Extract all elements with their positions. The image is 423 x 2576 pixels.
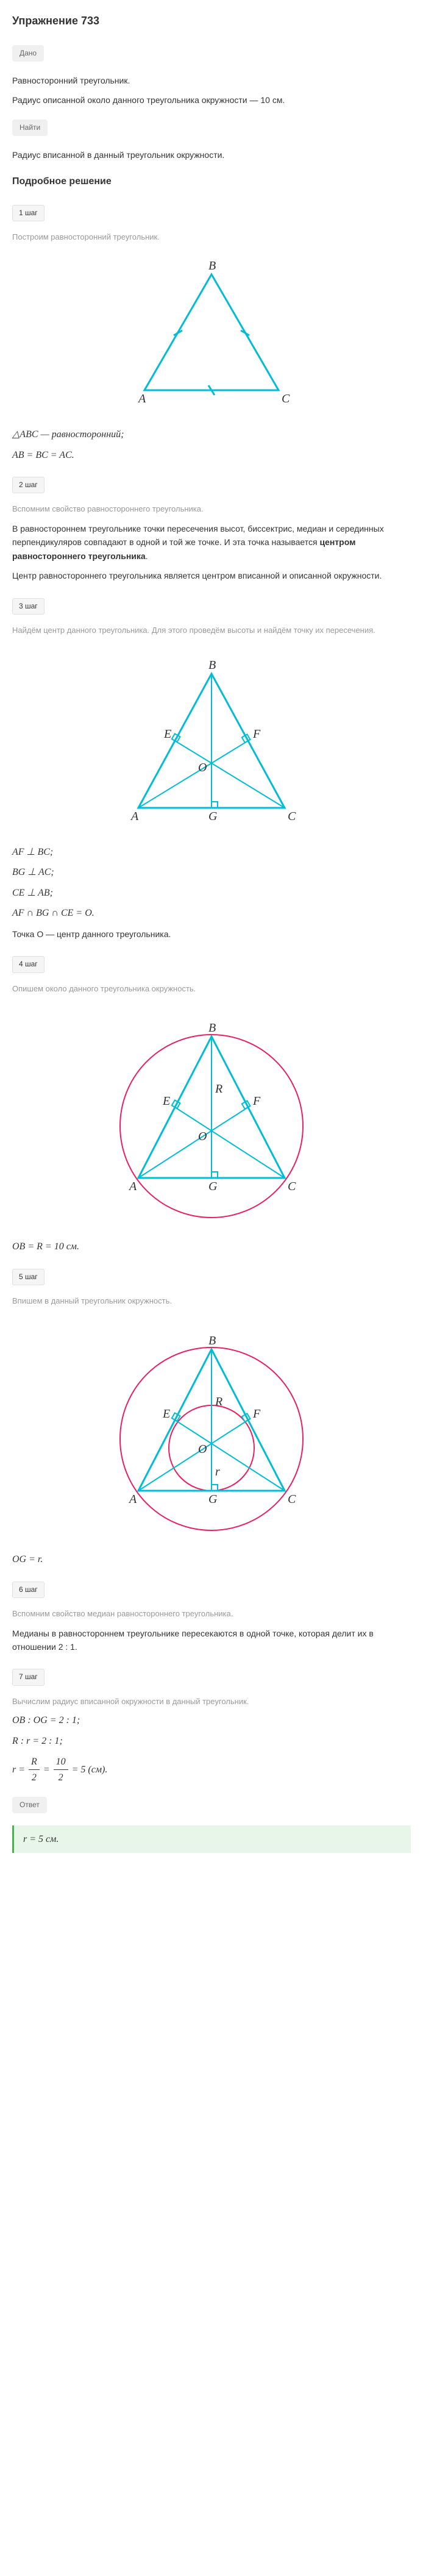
d4-B: B — [208, 1334, 216, 1347]
l3-suffix: = 5 (см). — [72, 1764, 108, 1774]
math-d1-l1: △ABC — равносторонний; — [12, 427, 411, 443]
step-5-gray: Впишем в данный треугольник окружность. — [12, 1295, 411, 1308]
d2-F: F — [252, 727, 261, 741]
step-1-badge: 1 шаг — [12, 205, 44, 221]
math-d2-l3: CE ⊥ AB; — [12, 885, 411, 901]
label-A: A — [137, 392, 146, 405]
math-d3-l1: OB = R = 10 см. — [12, 1239, 411, 1255]
label-C: C — [282, 392, 290, 405]
d4-F: F — [252, 1407, 261, 1421]
answer-box: r = 5 см. — [12, 1825, 411, 1854]
d2-O: O — [198, 761, 207, 774]
math-d2-l1: AF ⊥ BC; — [12, 844, 411, 860]
diagram-triangle-3: A B C E F G O R — [102, 1007, 321, 1227]
label-B: B — [208, 259, 216, 273]
l3-prefix: r = — [12, 1764, 27, 1774]
step-2-badge: 2 шаг — [12, 477, 44, 493]
d2-G: G — [208, 810, 218, 823]
math-s7-l2: R : r = 2 : 1; — [12, 1733, 411, 1749]
d4-R: R — [215, 1395, 222, 1408]
diagram-triangle-2: A B C E F G O — [108, 649, 315, 832]
d4-r: r — [215, 1465, 220, 1479]
answer-label: Ответ — [12, 1797, 47, 1813]
d3-C: C — [288, 1180, 296, 1193]
step-5-badge: 5 шаг — [12, 1269, 44, 1285]
d3-F: F — [252, 1094, 261, 1108]
step-7-badge: 7 шаг — [12, 1669, 44, 1685]
given-label: Дано — [12, 45, 44, 62]
d2-A: A — [130, 810, 139, 823]
d4-O: O — [198, 1443, 207, 1456]
d3-O: O — [198, 1130, 207, 1143]
diagram-triangle-1: A B C — [114, 256, 309, 415]
step-4-gray: Опишем около данного треугольника окружн… — [12, 983, 411, 996]
step-7-gray: Вычислим радиус вписанной окружности в д… — [12, 1696, 411, 1708]
d3-R: R — [215, 1082, 222, 1096]
find-text: Радиус вписанной в данный треугольник ок… — [12, 148, 411, 162]
math-d1-l2: AB = BC = AC. — [12, 448, 411, 463]
step-6-gray: Вспомним свойство медиан равностороннего… — [12, 1608, 411, 1621]
math-d2-l4: AF ∩ BG ∩ CE = O. — [12, 905, 411, 921]
math-s7-l3: r = R2 = 102 = 5 (см). — [12, 1754, 411, 1786]
d4-A: A — [128, 1493, 137, 1506]
step-4-badge: 4 шаг — [12, 956, 44, 972]
step-3-gray: Найдём центр данного треугольника. Для э… — [12, 624, 411, 637]
step-2-text-c: Центр равностороннего треугольника являе… — [12, 569, 411, 582]
math-d2-l5: Точка O — центр данного треугольника. — [12, 927, 411, 941]
d2-C: C — [288, 810, 296, 823]
l3-mid: = — [43, 1764, 52, 1774]
step-6-badge: 6 шаг — [12, 1582, 44, 1598]
d2-B: B — [208, 658, 216, 672]
d4-E: E — [162, 1407, 170, 1421]
d4-C: C — [288, 1493, 296, 1506]
d4-G: G — [208, 1493, 218, 1506]
step-3-badge: 3 шаг — [12, 598, 44, 615]
l3-num2: 10 — [54, 1754, 68, 1771]
find-label: Найти — [12, 120, 48, 136]
exercise-title: Упражнение 733 — [12, 12, 411, 30]
d2-E: E — [163, 727, 171, 741]
l3-num1: R — [29, 1754, 40, 1771]
math-d2-l2: BG ⊥ AC; — [12, 865, 411, 880]
solution-title: Подробное решение — [12, 174, 411, 190]
l3-den1: 2 — [29, 1770, 40, 1786]
d3-B: B — [208, 1021, 216, 1035]
text-s2-b: . — [146, 551, 148, 561]
diagram-triangle-4: A B C E F G O R r — [102, 1320, 321, 1540]
step-1-gray: Построим равносторонний треугольник. — [12, 231, 411, 244]
d3-G: G — [208, 1180, 218, 1193]
math-s7-l1: OB : OG = 2 : 1; — [12, 1713, 411, 1729]
text-s6: Медианы в равностороннем треугольнике пе… — [12, 1627, 411, 1654]
given-text: Равносторонний треугольник. — [12, 74, 411, 87]
step-2-gray: Вспомним свойство равностороннего треуго… — [12, 503, 411, 516]
given-radius: Радиус описанной около данного треугольн… — [12, 93, 411, 107]
d3-A: A — [128, 1180, 137, 1193]
d3-E: E — [162, 1094, 170, 1108]
step-2-text-a: В равностороннем треугольнике точки пере… — [12, 522, 411, 563]
l3-den2: 2 — [54, 1770, 68, 1786]
math-d4-l1: OG = r. — [12, 1552, 411, 1568]
